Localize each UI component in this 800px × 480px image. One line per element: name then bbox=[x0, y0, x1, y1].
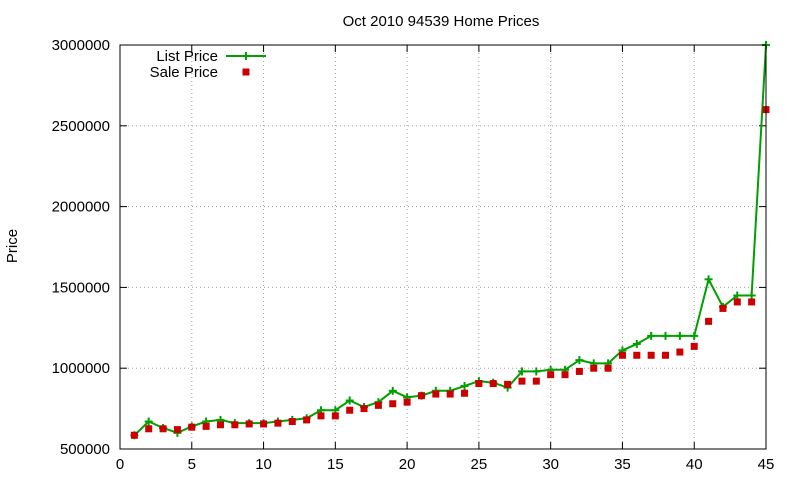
x-tick-label: 10 bbox=[255, 456, 272, 473]
sale-price-point bbox=[245, 420, 253, 428]
legend-label-sale-price: Sale Price bbox=[150, 64, 218, 81]
sale-price-point bbox=[202, 422, 210, 430]
sale-price-point bbox=[547, 371, 555, 379]
sale-price-point bbox=[647, 351, 655, 359]
sale-price-point bbox=[288, 418, 296, 426]
sale-price-point bbox=[590, 364, 598, 372]
y-tick-label: 500000 bbox=[60, 441, 110, 458]
sale-price-point bbox=[604, 364, 612, 372]
sale-price-point bbox=[346, 406, 354, 414]
sale-price-point bbox=[690, 342, 698, 350]
sale-price-point bbox=[145, 425, 153, 433]
list-price-point bbox=[575, 356, 584, 365]
x-tick-label: 0 bbox=[116, 456, 124, 473]
sale-price-point bbox=[374, 401, 382, 409]
x-tick-label: 45 bbox=[758, 456, 775, 473]
plot-frame bbox=[119, 44, 767, 450]
sale-price-point bbox=[532, 377, 540, 385]
chart-title: Oct 2010 94539 Home Prices bbox=[343, 13, 540, 30]
sale-price-point bbox=[260, 420, 268, 428]
sale-price-point bbox=[159, 425, 167, 433]
x-tick-label: 40 bbox=[686, 456, 703, 473]
series bbox=[130, 41, 770, 440]
legend-marker-sale-price bbox=[242, 68, 250, 76]
x-tick-label: 5 bbox=[188, 456, 196, 473]
list-price-line bbox=[133, 44, 767, 437]
list-price-point bbox=[647, 331, 656, 340]
sale-price-point bbox=[489, 380, 497, 388]
sale-price-point bbox=[274, 419, 282, 427]
list-price-point bbox=[733, 291, 742, 300]
axis-ticks bbox=[119, 44, 767, 450]
sale-price-point bbox=[188, 423, 196, 431]
sale-price-point bbox=[360, 405, 368, 413]
y-tick-label: 2500000 bbox=[52, 118, 110, 135]
list-price-point bbox=[690, 331, 699, 340]
sale-price-point bbox=[417, 392, 425, 400]
sale-price-point bbox=[662, 351, 670, 359]
sale-price-point bbox=[475, 380, 483, 388]
y-tick-label: 2000000 bbox=[52, 199, 110, 216]
sale-price-point bbox=[403, 398, 411, 406]
list-price-point bbox=[517, 367, 526, 376]
sale-price-point bbox=[303, 416, 311, 424]
sale-price-point bbox=[561, 371, 569, 379]
sale-price-point bbox=[432, 390, 440, 398]
sale-price-point bbox=[748, 298, 756, 306]
sale-price-point bbox=[504, 380, 512, 388]
x-tick-label: 35 bbox=[614, 456, 631, 473]
sale-price-point bbox=[461, 389, 469, 397]
y-axis-label: Price bbox=[4, 229, 21, 263]
y-tick-label: 1000000 bbox=[52, 360, 110, 377]
list-price-point bbox=[704, 275, 713, 284]
sale-price-point bbox=[676, 348, 684, 356]
sale-price-point bbox=[173, 426, 181, 434]
sale-price-point bbox=[446, 390, 454, 398]
list-price-point bbox=[632, 339, 641, 348]
x-tick-label: 15 bbox=[327, 456, 344, 473]
list-price-point bbox=[747, 291, 756, 300]
list-price-point bbox=[532, 367, 541, 376]
sale-price-point bbox=[231, 421, 239, 429]
sale-price-point bbox=[633, 351, 641, 359]
sale-price-point bbox=[216, 421, 224, 429]
y-tick-labels: 500000 1000000 1500000 2000000 2500000 300000… bbox=[52, 37, 110, 458]
sale-price-point bbox=[733, 298, 741, 306]
x-tick-labels: 0 5 10 15 20 25 30 35 40 45 bbox=[116, 456, 775, 473]
sale-price-point bbox=[719, 304, 727, 312]
x-tick-label: 30 bbox=[542, 456, 559, 473]
sale-price-point bbox=[317, 412, 325, 420]
list-price-point bbox=[460, 381, 469, 390]
sale-price-point bbox=[331, 412, 339, 420]
sale-price-point bbox=[518, 377, 526, 385]
sale-price-point bbox=[389, 400, 397, 408]
grid bbox=[120, 45, 766, 449]
sale-price-point bbox=[130, 431, 138, 439]
y-tick-label: 3000000 bbox=[52, 37, 110, 54]
x-tick-label: 20 bbox=[399, 456, 416, 473]
sale-price-point bbox=[618, 351, 626, 359]
list-price-point bbox=[388, 386, 397, 395]
legend: List Price Sale Price bbox=[150, 48, 266, 81]
list-price-point bbox=[144, 417, 153, 426]
sale-price-point bbox=[575, 367, 583, 375]
x-tick-label: 25 bbox=[471, 456, 488, 473]
list-price-point bbox=[345, 396, 354, 405]
sale-price-point bbox=[705, 317, 713, 325]
y-tick-label: 1500000 bbox=[52, 279, 110, 296]
list-price-point bbox=[675, 331, 684, 340]
list-price-point bbox=[661, 331, 670, 340]
legend-label-list-price: List Price bbox=[156, 48, 218, 65]
